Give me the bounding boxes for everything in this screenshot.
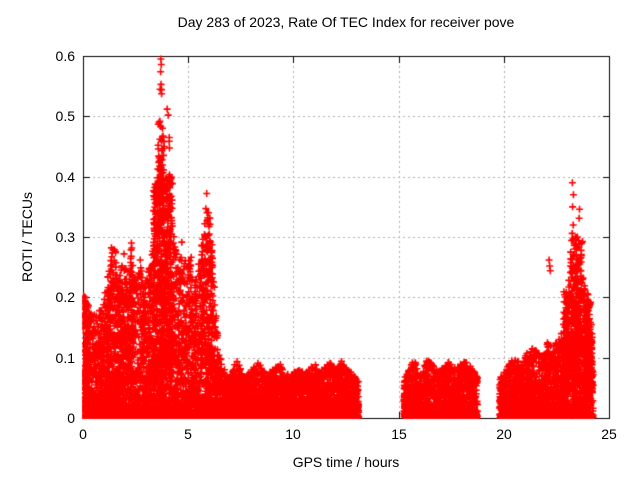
y-tick-label: 0.3 xyxy=(55,229,75,245)
x-tick-label: 5 xyxy=(184,426,192,442)
chart-title: Day 283 of 2023, Rate Of TEC Index for r… xyxy=(177,14,515,30)
x-tick-label: 20 xyxy=(496,426,512,442)
x-tick-label: 25 xyxy=(601,426,617,442)
y-tick-label: 0.5 xyxy=(55,108,75,124)
y-tick-label: 0 xyxy=(67,410,75,426)
x-tick-label: 10 xyxy=(285,426,301,442)
y-tick-label: 0.1 xyxy=(55,350,75,366)
x-tick-label: 0 xyxy=(79,426,87,442)
x-axis-label: GPS time / hours xyxy=(292,454,400,470)
y-tick-label: 0.4 xyxy=(55,169,75,185)
y-tick-label: 0.2 xyxy=(55,289,75,305)
y-tick-label: 0.6 xyxy=(55,48,75,64)
x-tick-label: 15 xyxy=(391,426,407,442)
